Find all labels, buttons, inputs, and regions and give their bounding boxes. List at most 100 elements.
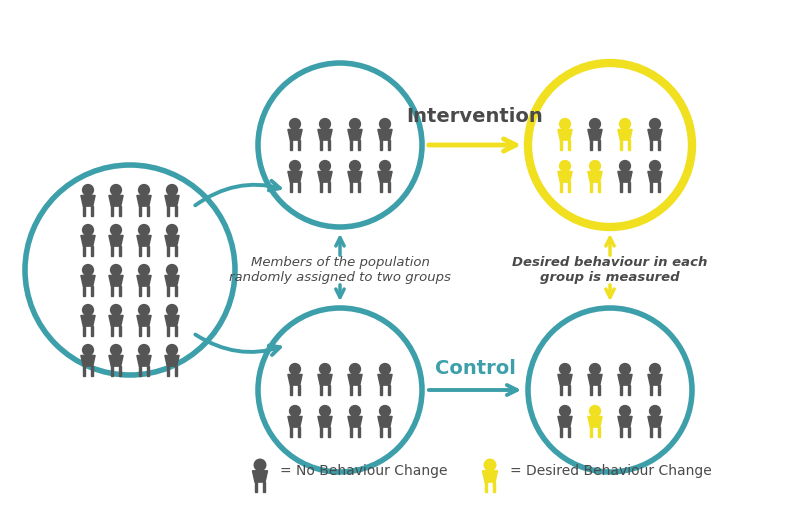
Polygon shape: [650, 385, 652, 394]
Polygon shape: [560, 385, 562, 394]
Polygon shape: [139, 326, 141, 336]
Polygon shape: [328, 182, 330, 191]
Polygon shape: [167, 206, 169, 216]
Polygon shape: [328, 427, 330, 436]
Polygon shape: [618, 129, 632, 140]
Polygon shape: [83, 366, 85, 375]
Polygon shape: [388, 140, 390, 149]
Polygon shape: [378, 129, 392, 140]
Polygon shape: [255, 482, 257, 492]
Circle shape: [319, 118, 330, 129]
Polygon shape: [658, 385, 660, 394]
Polygon shape: [298, 427, 300, 436]
Polygon shape: [658, 140, 660, 149]
Polygon shape: [167, 246, 169, 255]
Polygon shape: [109, 315, 123, 326]
Polygon shape: [165, 276, 179, 286]
Circle shape: [290, 161, 301, 172]
Polygon shape: [628, 427, 630, 436]
Polygon shape: [560, 182, 562, 191]
Polygon shape: [81, 195, 95, 206]
Polygon shape: [358, 140, 360, 149]
Polygon shape: [167, 286, 169, 296]
Polygon shape: [320, 182, 322, 191]
Polygon shape: [139, 366, 141, 375]
Polygon shape: [348, 129, 362, 140]
Polygon shape: [91, 366, 93, 375]
Circle shape: [650, 118, 661, 129]
Polygon shape: [618, 374, 632, 385]
Circle shape: [319, 363, 330, 374]
Polygon shape: [350, 385, 352, 394]
Circle shape: [559, 405, 570, 416]
Polygon shape: [147, 366, 149, 375]
Polygon shape: [658, 427, 660, 436]
FancyArrowPatch shape: [429, 139, 516, 151]
Polygon shape: [378, 172, 392, 182]
Polygon shape: [380, 385, 382, 394]
Polygon shape: [137, 195, 151, 206]
Polygon shape: [588, 129, 602, 140]
FancyArrowPatch shape: [195, 334, 280, 355]
Circle shape: [619, 161, 630, 172]
Polygon shape: [590, 182, 592, 191]
Polygon shape: [111, 326, 113, 336]
Circle shape: [379, 118, 390, 129]
Polygon shape: [350, 427, 352, 436]
Polygon shape: [288, 374, 302, 385]
Circle shape: [110, 344, 122, 356]
Circle shape: [82, 224, 94, 235]
Polygon shape: [650, 427, 652, 436]
FancyArrowPatch shape: [606, 238, 614, 255]
Polygon shape: [558, 129, 572, 140]
Polygon shape: [119, 286, 121, 296]
FancyArrowPatch shape: [195, 181, 280, 205]
Polygon shape: [618, 172, 632, 182]
Circle shape: [559, 118, 570, 129]
Circle shape: [319, 405, 330, 416]
Circle shape: [110, 305, 122, 315]
Polygon shape: [350, 182, 352, 191]
Circle shape: [619, 118, 630, 129]
Polygon shape: [147, 326, 149, 336]
Polygon shape: [620, 182, 622, 191]
Polygon shape: [165, 315, 179, 326]
Polygon shape: [628, 140, 630, 149]
Polygon shape: [588, 374, 602, 385]
Polygon shape: [628, 385, 630, 394]
Polygon shape: [318, 172, 332, 182]
Polygon shape: [568, 427, 570, 436]
Polygon shape: [139, 286, 141, 296]
Polygon shape: [328, 385, 330, 394]
Polygon shape: [111, 286, 113, 296]
Circle shape: [650, 405, 661, 416]
Polygon shape: [358, 427, 360, 436]
FancyArrowPatch shape: [336, 285, 344, 297]
Circle shape: [350, 405, 361, 416]
Circle shape: [138, 185, 150, 195]
Polygon shape: [111, 246, 113, 255]
Polygon shape: [81, 235, 95, 246]
Polygon shape: [137, 276, 151, 286]
Polygon shape: [137, 315, 151, 326]
Circle shape: [379, 363, 390, 374]
Polygon shape: [380, 427, 382, 436]
Polygon shape: [119, 326, 121, 336]
Polygon shape: [350, 140, 352, 149]
Polygon shape: [648, 172, 662, 182]
Text: Members of the population
randomly assigned to two groups: Members of the population randomly assig…: [229, 256, 451, 284]
Polygon shape: [568, 140, 570, 149]
Polygon shape: [628, 182, 630, 191]
Polygon shape: [175, 246, 177, 255]
Polygon shape: [590, 385, 592, 394]
Polygon shape: [320, 385, 322, 394]
Polygon shape: [328, 140, 330, 149]
Polygon shape: [165, 195, 179, 206]
Polygon shape: [147, 246, 149, 255]
Circle shape: [484, 459, 496, 471]
Circle shape: [110, 185, 122, 195]
Polygon shape: [378, 374, 392, 385]
Circle shape: [590, 363, 601, 374]
Polygon shape: [290, 427, 292, 436]
Circle shape: [166, 224, 178, 235]
